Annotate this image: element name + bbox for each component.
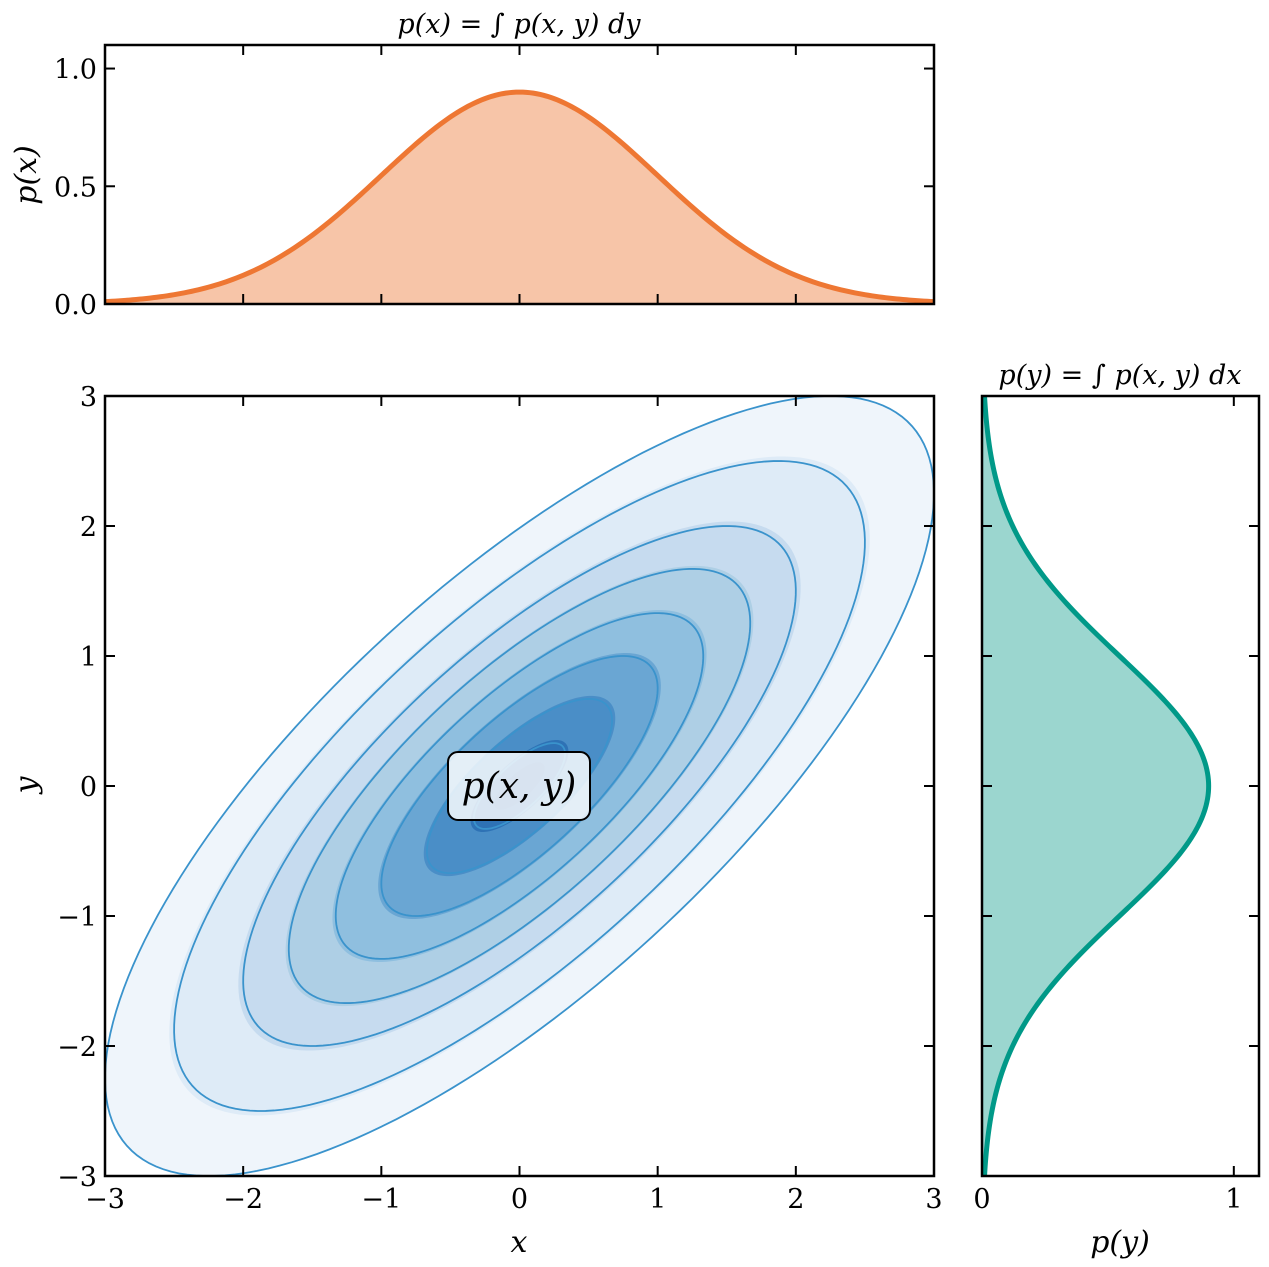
joint-ylabel: y (9, 775, 44, 795)
joint-xtick-label: 3 (925, 1184, 942, 1215)
joint-ytick-label: 1 (80, 642, 97, 673)
marginal-y-title: p(y) = ∫ p(x, y) dx (998, 360, 1241, 391)
marginal-y-xtick-label: 1 (1225, 1184, 1242, 1215)
joint-panel: −3 −2 −1 0 1 2 3 −3 −2 −1 0 1 2 3 p(x, y) x y (9, 382, 943, 1260)
contour-line-2 (242, 525, 797, 1047)
joint-annotation: p(x, y) (447, 751, 591, 821)
joint-ytick-label: 3 (80, 382, 97, 413)
joint-xtick-label: 0 (511, 1184, 528, 1215)
marginal-y-fill (982, 396, 1209, 1176)
joint-xtick-label: −2 (223, 1184, 263, 1215)
joint-xtick-label: 2 (787, 1184, 804, 1215)
contour-line-3 (287, 568, 752, 1004)
marginal-x-ytick-label: 0.5 (54, 172, 97, 203)
marginal-x-ytick-label: 0.0 (54, 290, 97, 321)
joint-xtick-label: −1 (361, 1184, 401, 1215)
joint-ticks: −3 −2 −1 0 1 2 3 −3 −2 −1 0 1 2 3 (57, 382, 942, 1215)
joint-xlabel: x (511, 1225, 528, 1260)
marginal-x-ticks: 0.0 0.5 1.0 (54, 45, 935, 321)
marginal-x-panel: 0.0 0.5 1.0 p(x) = ∫ p(x, y) dy p(x) (9, 9, 936, 321)
contour-line-0 (105, 396, 934, 1176)
marginal-y-curve (982, 396, 1212, 1176)
joint-xtick-label: −3 (85, 1184, 125, 1215)
marginal-x-fill (105, 92, 934, 304)
joint-ytick-label: −2 (57, 1032, 97, 1063)
contour-line-6 (426, 698, 613, 874)
joint-ytick-label: −3 (57, 1162, 97, 1193)
marginal-x-ylabel: p(x) (9, 145, 44, 205)
contour-line-1 (173, 460, 866, 1112)
joint-ytick-label: 0 (80, 772, 97, 803)
annotation-text: p(x, y) (462, 766, 577, 807)
contour-line-4 (334, 612, 705, 960)
marginal-y-xtick-label: 0 (973, 1184, 990, 1215)
marginal-x-ytick-label: 1.0 (54, 55, 97, 86)
joint-ytick-label: 2 (80, 512, 97, 543)
joint-xtick-label: 1 (649, 1184, 666, 1215)
marginal-y-xlabel: p(y) (1090, 1225, 1150, 1260)
joint-ytick-label: −1 (57, 902, 97, 933)
annotation-box (447, 751, 591, 821)
contour-line-5 (380, 655, 659, 917)
marginal-x-curve (105, 89, 934, 304)
marginal-x-title: p(x) = ∫ p(x, y) dy (397, 9, 641, 40)
